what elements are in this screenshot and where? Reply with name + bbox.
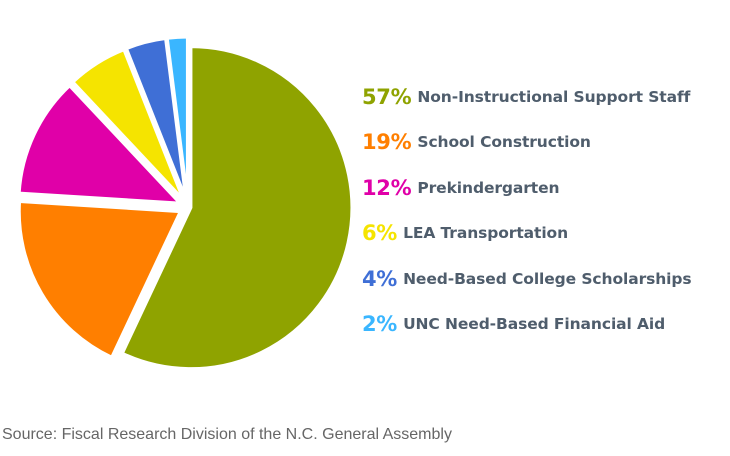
legend-label: UNC Need-Based Financial Aid [403,315,666,334]
legend-label: Prekindergarten [417,178,560,197]
legend-percent: 6% [362,221,398,246]
legend-percent: 19% [362,130,412,155]
pie-slice-4 [71,48,185,201]
legend-item-1: 57% Non-Instructional Support Staff [362,74,730,120]
legend-label: LEA Transportation [403,224,569,243]
pie-slice-6 [165,35,189,200]
legend-percent: 2% [362,312,398,337]
pie-chart [17,35,354,371]
legend-label: Need-Based College Scholarships [403,269,692,288]
legend-item-2: 19% School Construction [362,120,730,166]
legend-item-5: 4% Need-Based College Scholarships [362,256,730,302]
legend-item-6: 2% UNC Need-Based Financial Aid [362,302,730,348]
pie-slice-5 [124,37,188,200]
legend-item-3: 12% Prekindergarten [362,165,730,211]
legend-percent: 57% [362,84,412,109]
legend-label: School Construction [417,133,591,152]
legend-percent: 4% [362,266,398,291]
legend-percent: 12% [362,175,412,200]
legend: 57% Non-Instructional Support Staff 19% Sch… [362,74,730,347]
pie-slice-2 [17,199,182,359]
legend-item-4: 6% LEA Transportation [362,211,730,257]
legend-label: Non-Instructional Support Staff [417,87,691,106]
pie-slice-3 [17,84,182,205]
source-note: Source: Fiscal Research Division of the … [2,426,452,443]
pie-slice-1 [120,45,354,371]
